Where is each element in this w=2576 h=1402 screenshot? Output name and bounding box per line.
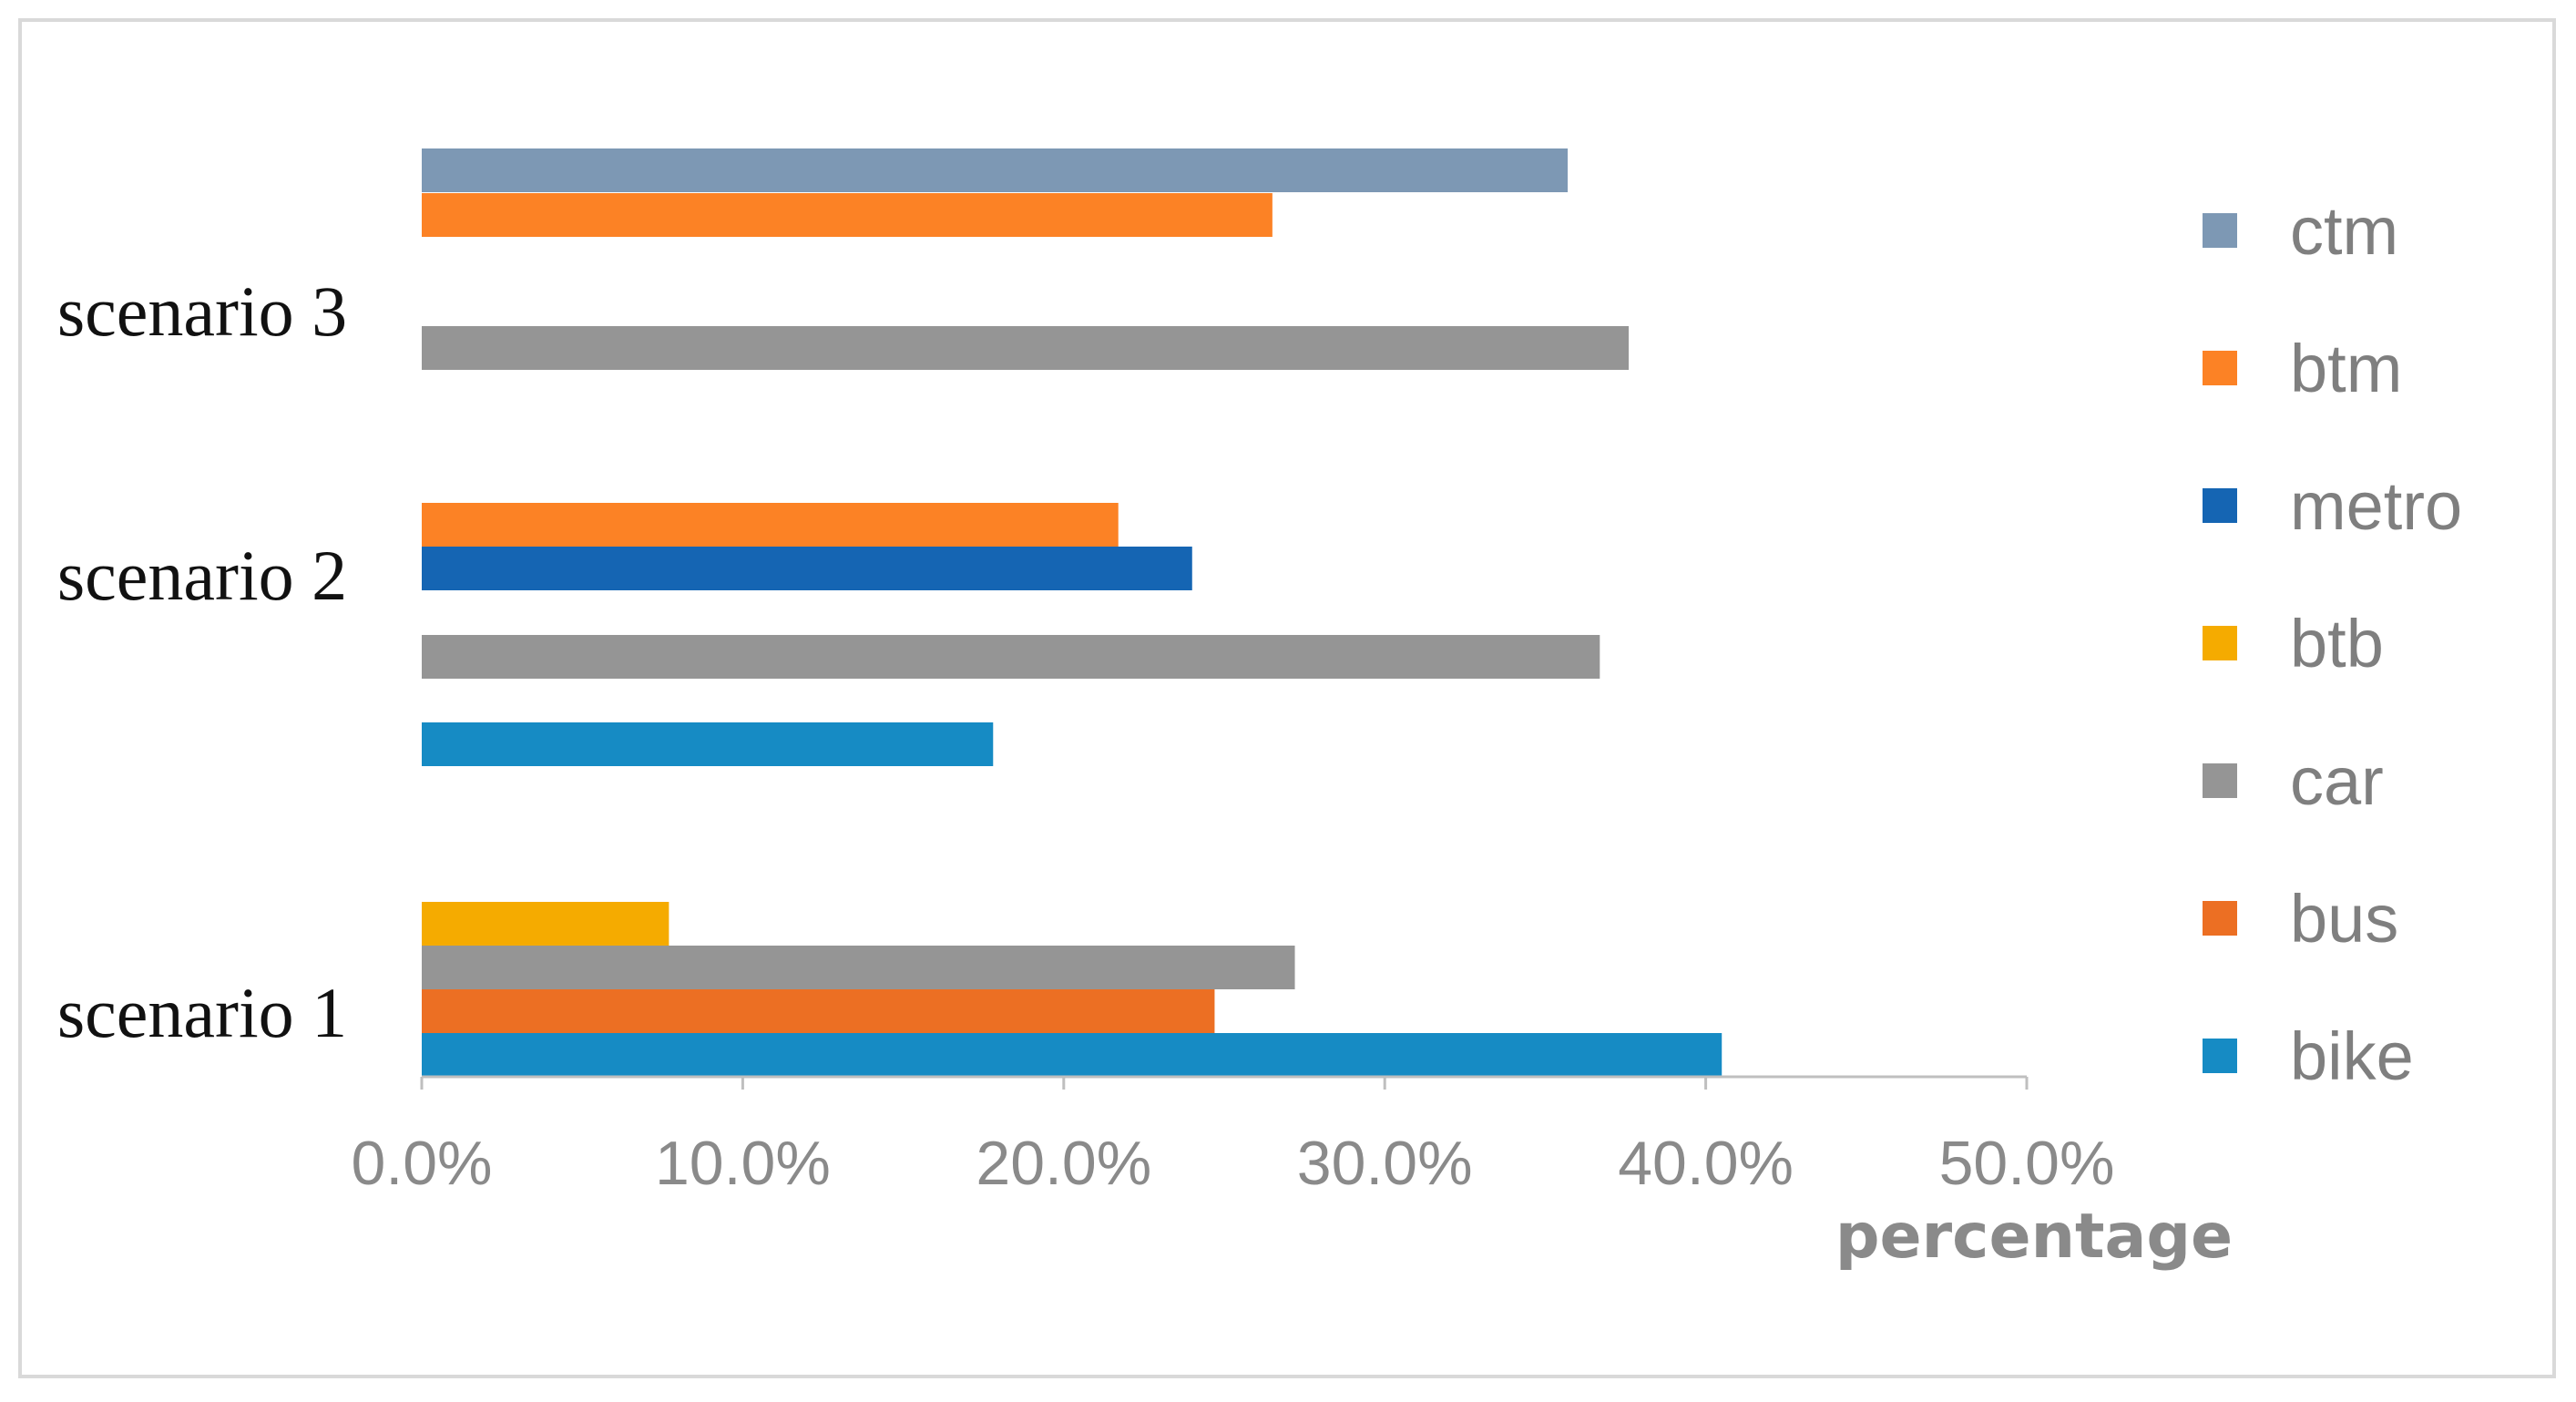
chart-frame — [18, 18, 2556, 1378]
bar-metro-scenario-2 — [422, 547, 1192, 590]
legend-label-car: car — [2290, 743, 2384, 819]
bar-car-scenario-2 — [422, 635, 1600, 679]
x-axis: 0.0% 10.0% 20.0% 30.0% 40.0% 50.0% — [352, 1075, 2115, 1198]
bar-car-scenario-3 — [422, 326, 1630, 370]
x-tick-label: 20.0% — [976, 1129, 1151, 1198]
bar-btm-scenario-3 — [422, 193, 1273, 237]
x-tick-label: 40.0% — [1618, 1129, 1794, 1198]
legend-swatch-metro — [2203, 488, 2237, 523]
legend-swatch-bike — [2203, 1039, 2237, 1073]
bar-ctm-scenario-3 — [422, 148, 1569, 192]
bar-car-scenario-1 — [422, 946, 1295, 989]
legend: ctm btm metro btb car bus bike — [2203, 193, 2462, 1094]
legend-label-bike: bike — [2290, 1018, 2414, 1094]
legend-label-ctm: ctm — [2290, 193, 2398, 269]
legend-swatch-car — [2203, 763, 2237, 798]
bar-bike-scenario-2 — [422, 722, 994, 766]
x-tick-label: 0.0% — [352, 1129, 493, 1198]
bar-bike-scenario-1 — [422, 1033, 1722, 1077]
bars-layer — [422, 148, 1722, 1077]
x-axis-title: percentage — [1835, 1201, 2233, 1273]
x-tick-label: 50.0% — [1939, 1129, 2115, 1198]
legend-swatch-btb — [2203, 626, 2237, 660]
category-label: scenario 2 — [57, 536, 347, 615]
legend-label-btb: btb — [2290, 606, 2384, 681]
category-label: scenario 1 — [57, 973, 347, 1052]
x-tick-label: 30.0% — [1297, 1129, 1473, 1198]
bar-btm-scenario-2 — [422, 503, 1119, 547]
legend-swatch-btm — [2203, 351, 2237, 385]
legend-label-btm: btm — [2290, 331, 2402, 406]
bar-bus-scenario-1 — [422, 989, 1215, 1033]
bar-btb-scenario-1 — [422, 902, 670, 946]
category-axis: scenario 1 scenario 2 scenario 3 — [57, 271, 347, 1052]
category-label: scenario 3 — [57, 271, 347, 351]
legend-swatch-bus — [2203, 901, 2237, 936]
legend-label-metro: metro — [2290, 468, 2462, 544]
x-tick-label: 10.0% — [655, 1129, 831, 1198]
legend-label-bus: bus — [2290, 881, 2398, 957]
legend-swatch-ctm — [2203, 213, 2237, 248]
